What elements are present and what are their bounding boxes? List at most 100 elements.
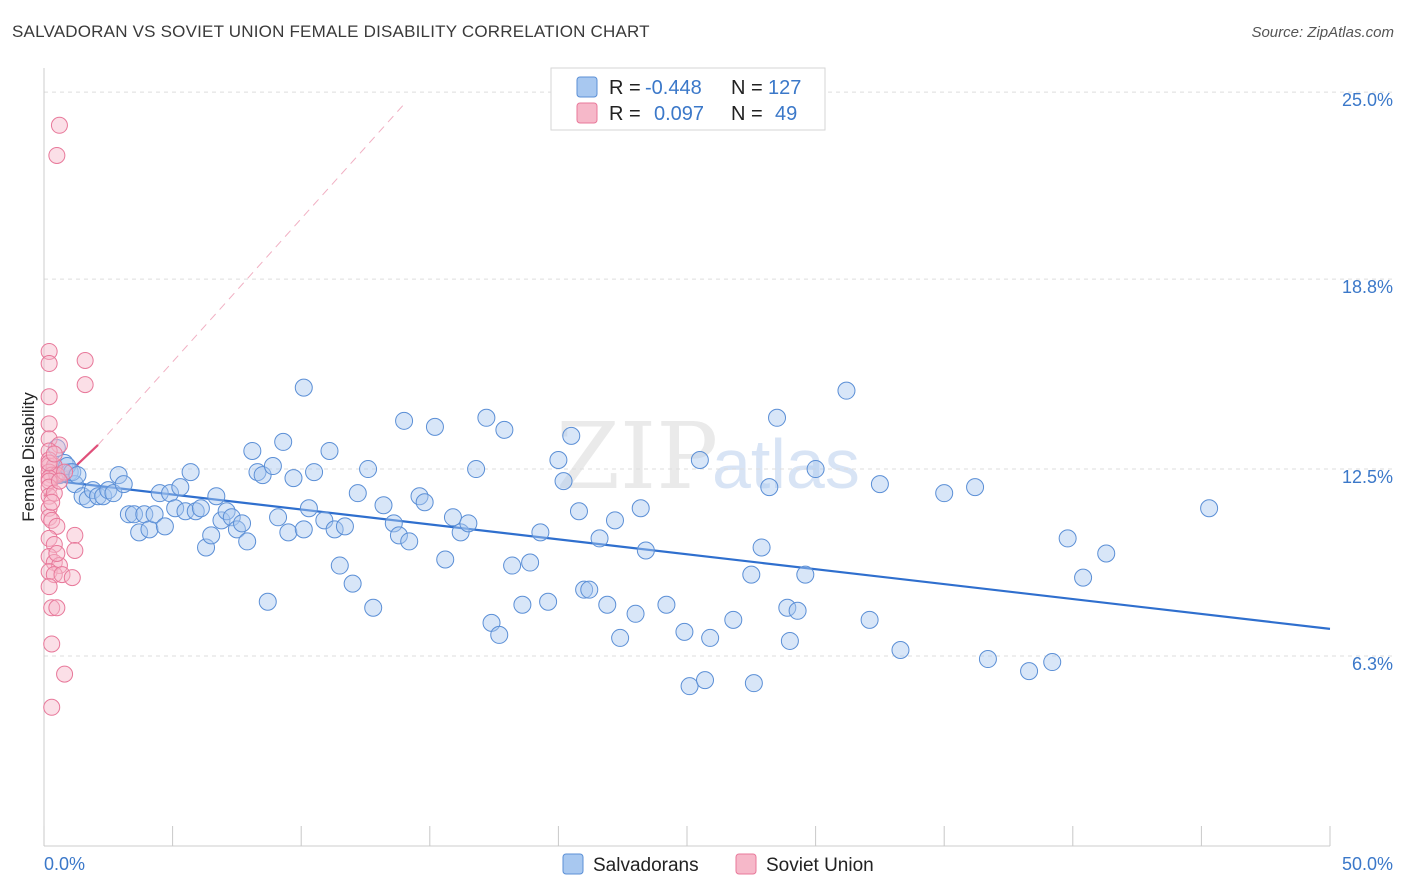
salvadorans-point — [114, 475, 133, 494]
salvadorans-point — [325, 520, 344, 539]
salvadorans-point — [788, 601, 807, 620]
salvadorans-point — [294, 378, 313, 397]
salvadorans-point — [176, 502, 195, 521]
soviet-union-point — [40, 442, 58, 460]
soviet-union-point — [48, 517, 66, 535]
soviet-union-point — [50, 116, 68, 134]
salvadorans-point — [348, 484, 367, 503]
salvadorans-point — [760, 478, 779, 497]
salvadorans-point — [459, 514, 478, 533]
salvadorans-point — [335, 517, 354, 536]
salvadorans-point — [140, 520, 159, 539]
salvadorans-point — [186, 502, 205, 521]
salvadorans-point — [742, 565, 761, 584]
salvadorans-point — [384, 514, 403, 533]
salvadorans-trend-line — [56, 480, 1331, 630]
salvadorans-point — [248, 463, 267, 482]
salvadorans-point — [109, 466, 128, 485]
salvadorans-point — [780, 631, 799, 650]
salvadorans-point — [778, 598, 797, 617]
salvadorans-point — [68, 466, 87, 485]
y-tick-label: 18.8% — [1342, 277, 1393, 297]
salvadorans-point — [490, 625, 509, 644]
series-legend-label-soviet-union: Soviet Union — [766, 855, 874, 876]
salvadorans-point — [150, 484, 169, 503]
salvadorans-point — [451, 523, 470, 542]
soviet-union-point — [43, 599, 61, 617]
salvadorans-point — [521, 553, 540, 572]
salvadorans-point — [860, 610, 879, 629]
watermark-zip: ZIP — [556, 403, 718, 510]
salvadorans-point — [125, 505, 144, 524]
soviet-union-point — [48, 599, 66, 617]
salvadorans-point — [130, 523, 149, 542]
soviet-union-point — [50, 472, 68, 490]
soviet-union-point — [40, 388, 58, 406]
soviet-union-point — [63, 569, 81, 587]
salvadorans-point — [73, 487, 92, 506]
salvadorans-point — [636, 541, 655, 560]
salvadorans-point — [467, 460, 486, 479]
salvadorans-point — [1058, 529, 1077, 548]
salvadorans-point — [1020, 662, 1039, 681]
salvadorans-point — [119, 505, 138, 524]
salvadorans-point — [1097, 544, 1116, 563]
soviet-union-point — [40, 563, 58, 581]
legend-n-label-2: N = — [731, 103, 763, 125]
legend-n-value-2: 49 — [775, 103, 797, 125]
salvadorans-point — [78, 490, 97, 509]
legend-r-value-2: 0.097 — [654, 103, 704, 125]
salvadorans-point — [400, 532, 419, 551]
salvadorans-point — [575, 580, 594, 599]
series-legend-swatch-soviet-union — [735, 853, 757, 875]
salvadorans-point — [724, 610, 743, 629]
trend-lines — [43, 103, 1331, 630]
salvadorans-point — [768, 408, 787, 427]
salvadorans-point — [305, 463, 324, 482]
series-legend-label-salvadorans: Salvadorans — [593, 855, 699, 876]
gridlines — [44, 91, 1393, 657]
salvadorans-point — [611, 628, 630, 647]
salvadorans-point — [207, 487, 226, 506]
soviet-union-point — [45, 445, 63, 463]
stats-legend: R = -0.448 N = 127 R = 0.097 N = 49 — [550, 67, 826, 131]
salvadorans-point — [89, 487, 108, 506]
salvadorans-point — [796, 565, 815, 584]
x-ticks — [43, 826, 1331, 846]
soviet-union-point — [76, 376, 94, 394]
watermark-atlas: atlas — [712, 425, 860, 503]
y-tick-label: 6.3% — [1352, 654, 1393, 674]
salvadorans-point — [364, 598, 383, 617]
salvadorans-point — [212, 511, 231, 530]
salvadorans-point — [155, 517, 174, 536]
legend-r-label-2: R = — [609, 103, 641, 125]
legend-r-value-1: -0.448 — [645, 77, 702, 99]
salvadorans-point — [580, 580, 599, 599]
legend-swatch-soviet-union — [576, 102, 598, 124]
salvadorans-point — [359, 460, 378, 479]
salvadorans-point — [181, 463, 200, 482]
salvadorans-point — [631, 499, 650, 518]
salvadorans-point — [258, 592, 277, 611]
soviet-union-points — [40, 116, 94, 716]
salvadorans-point — [202, 526, 221, 545]
salvadorans-point — [569, 502, 588, 521]
salvadorans-point — [598, 595, 617, 614]
salvadorans-point — [696, 671, 715, 690]
soviet-union-point — [56, 665, 74, 683]
soviet-union-point — [56, 463, 74, 481]
salvadorans-point — [978, 650, 997, 669]
salvadorans-point — [744, 674, 763, 693]
salvadorans-point — [166, 499, 185, 518]
salvadorans-point — [966, 478, 985, 497]
salvadorans-point — [495, 420, 514, 439]
salvadorans-point — [415, 493, 434, 512]
x-tick-label-min: 0.0% — [44, 854, 85, 874]
salvadorans-point — [222, 508, 241, 527]
salvadorans-point — [243, 441, 262, 460]
salvadorans-point — [99, 481, 118, 500]
y-tick-label: 12.5% — [1342, 467, 1393, 487]
salvadorans-point — [539, 592, 558, 611]
salvadorans-point — [531, 523, 550, 542]
legend-swatch-salvadorans — [576, 76, 598, 98]
